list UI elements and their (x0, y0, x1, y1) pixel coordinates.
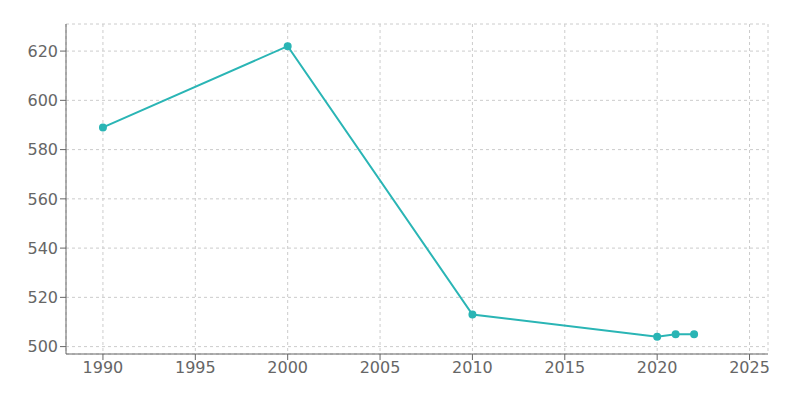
svg-text:1995: 1995 (175, 358, 216, 377)
svg-text:2025: 2025 (729, 358, 770, 377)
svg-text:2015: 2015 (544, 358, 585, 377)
svg-text:2005: 2005 (360, 358, 401, 377)
svg-text:2020: 2020 (637, 358, 678, 377)
svg-text:600: 600 (27, 91, 58, 110)
svg-text:560: 560 (27, 190, 58, 209)
svg-text:580: 580 (27, 140, 58, 159)
svg-text:500: 500 (27, 337, 58, 356)
svg-text:620: 620 (27, 42, 58, 61)
svg-text:2010: 2010 (452, 358, 493, 377)
svg-text:2000: 2000 (267, 358, 308, 377)
svg-text:520: 520 (27, 288, 58, 307)
svg-text:540: 540 (27, 239, 58, 258)
svg-text:1990: 1990 (83, 358, 124, 377)
